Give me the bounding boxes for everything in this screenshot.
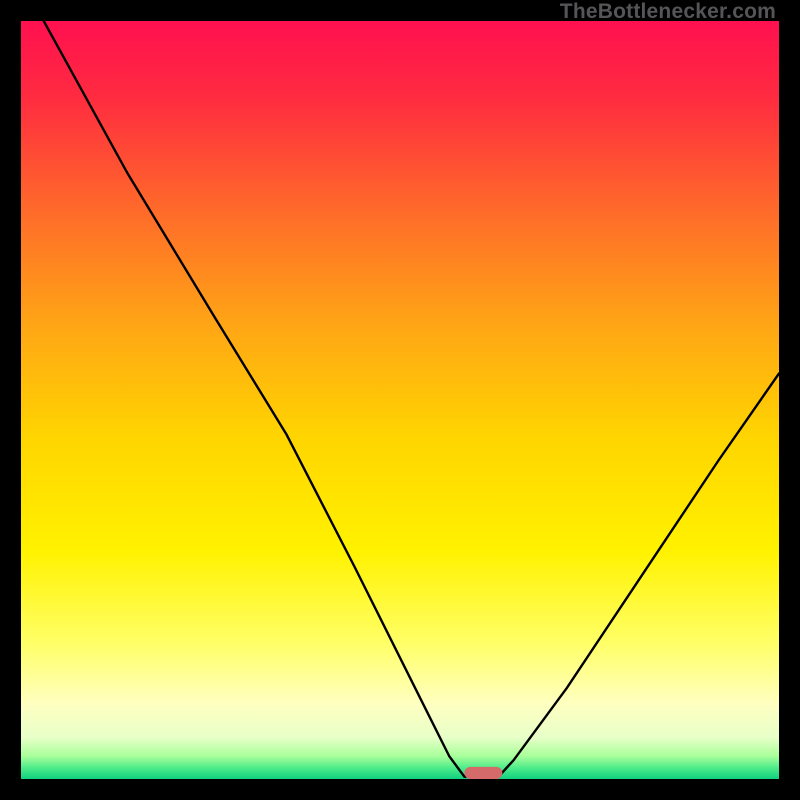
optimum-marker (464, 767, 502, 779)
chart-frame: TheBottlenecker.com (0, 0, 800, 800)
watermark-text: TheBottlenecker.com (560, 0, 776, 24)
curve-layer (21, 21, 779, 779)
plot-area (21, 21, 779, 779)
bottleneck-curve (44, 21, 779, 777)
